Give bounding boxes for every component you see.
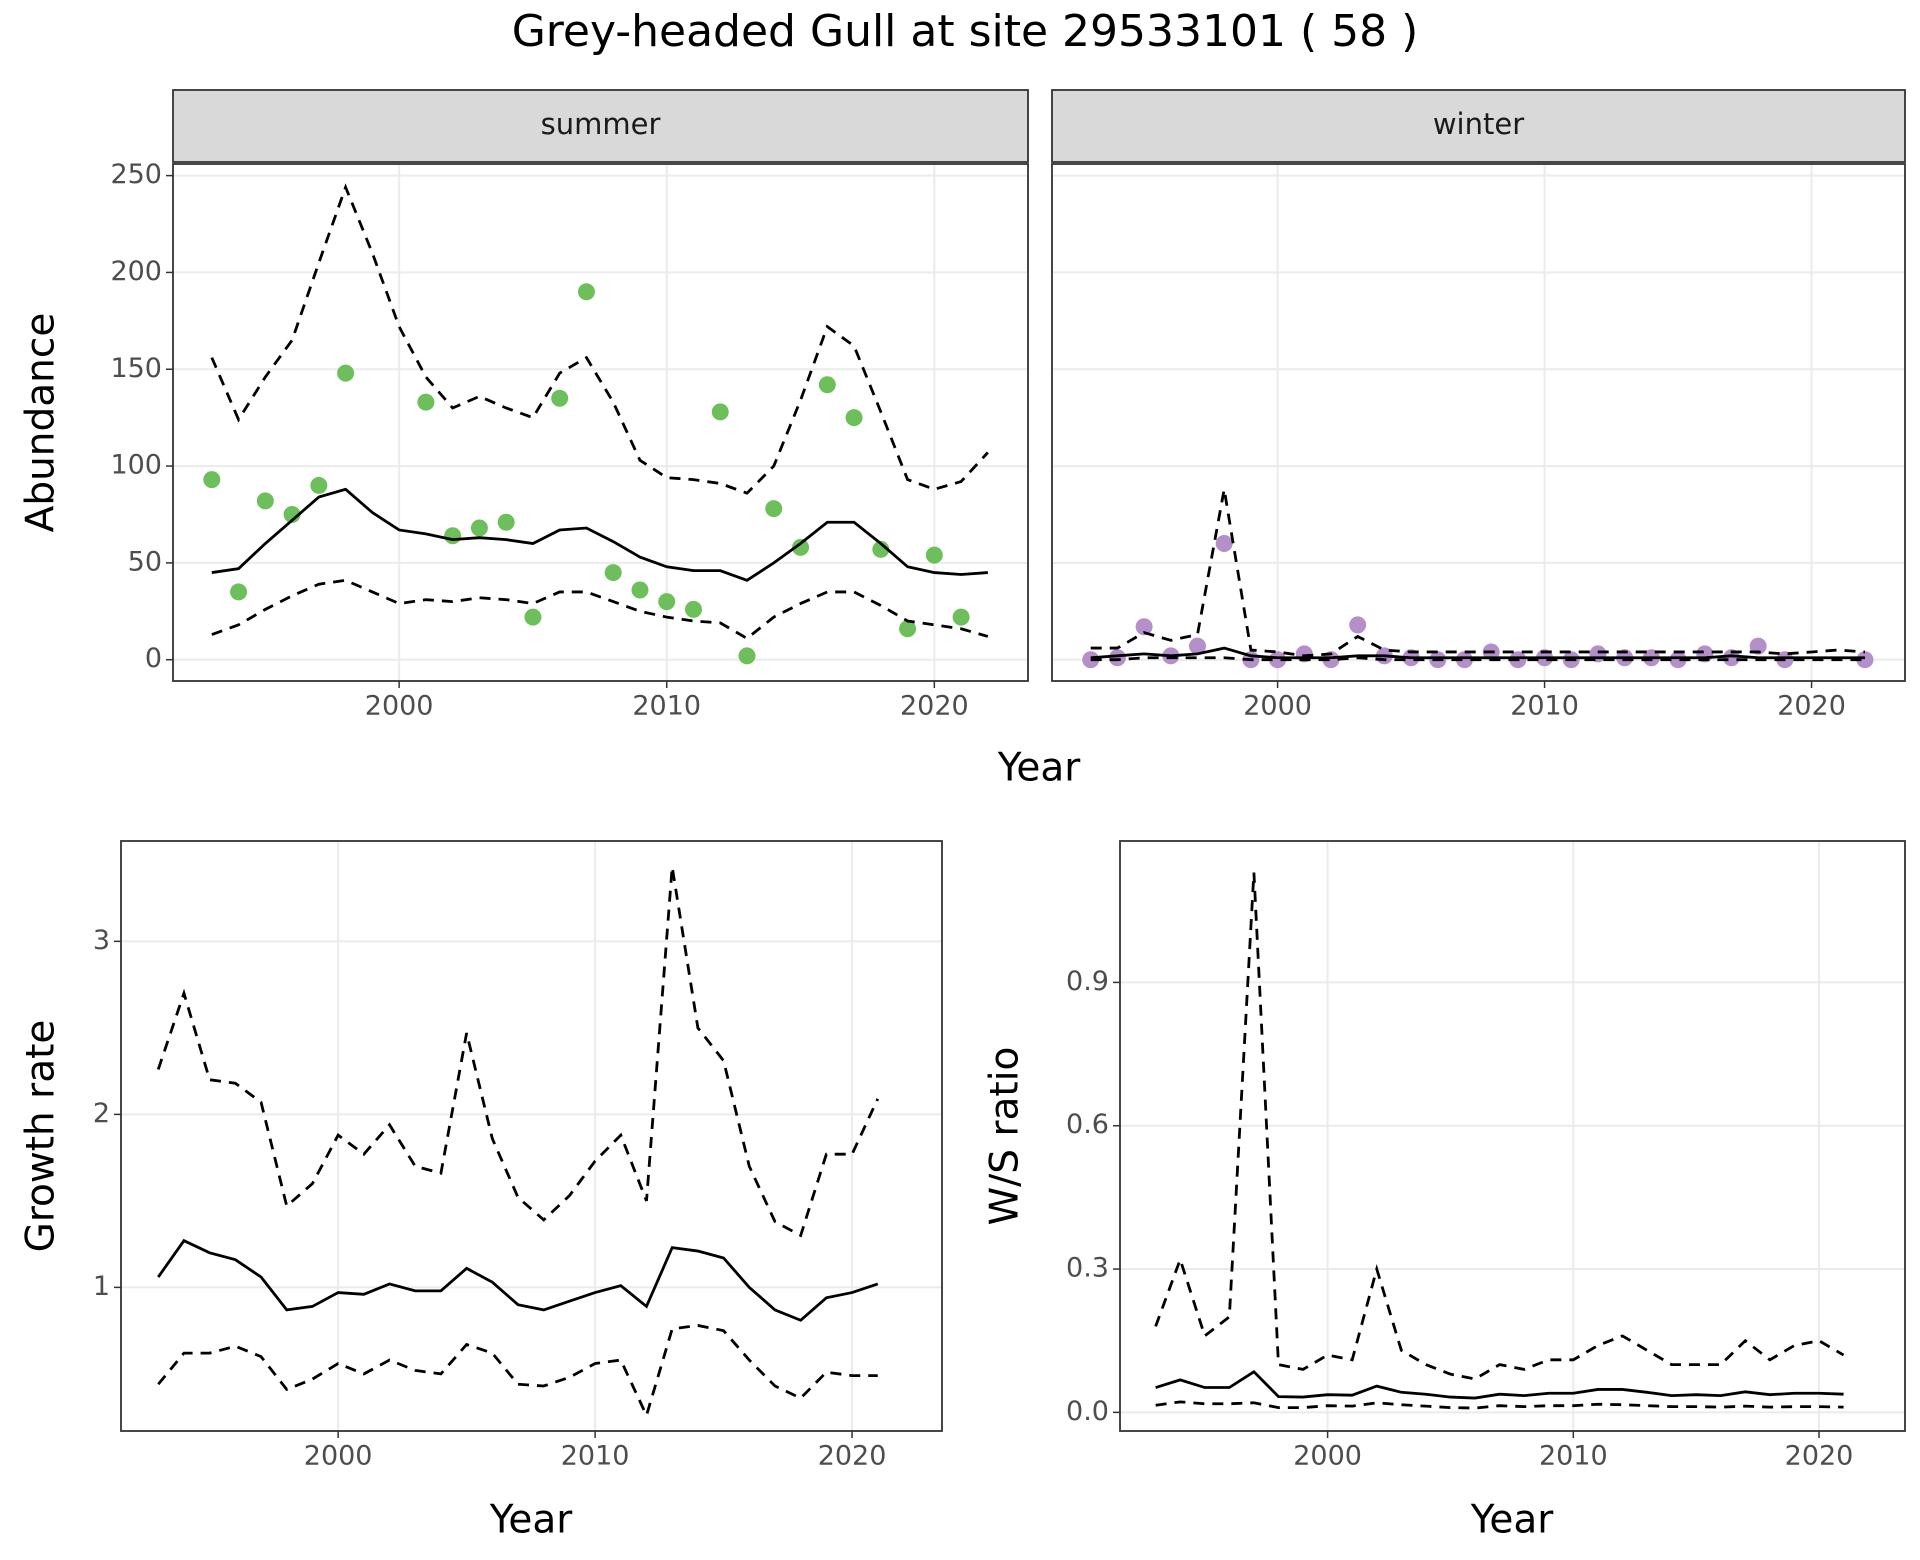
interval-line bbox=[156, 866, 880, 1238]
trend-line bbox=[1155, 1369, 1844, 1400]
interval-line bbox=[1090, 489, 1866, 658]
panel-border bbox=[1119, 840, 1906, 1432]
y-axis-title: Abundance bbox=[19, 313, 64, 533]
strip-label: winter bbox=[1433, 107, 1524, 141]
figure-title: Grey-headed Gull at site 29533101 ( 58 ) bbox=[512, 6, 1419, 57]
panel-background bbox=[1120, 841, 1905, 1431]
interval-line bbox=[211, 578, 989, 641]
data-point bbox=[577, 283, 595, 301]
interval-line bbox=[157, 1324, 878, 1420]
data-point bbox=[765, 500, 783, 518]
x-tick-label: 2020 bbox=[1777, 691, 1846, 722]
interval-line bbox=[1090, 656, 1865, 662]
y-tick-label: 3 bbox=[93, 925, 110, 956]
x-axis-title: Year bbox=[489, 1498, 574, 1543]
x-axis-title: Year bbox=[1470, 1498, 1555, 1543]
data-point bbox=[899, 620, 917, 638]
x-tick-label: 2020 bbox=[1785, 1441, 1854, 1472]
x-axis-title: Year bbox=[997, 746, 1082, 791]
y-tick-label: 200 bbox=[110, 256, 162, 287]
data-point bbox=[497, 513, 515, 531]
data-point bbox=[631, 581, 649, 599]
y-tick-label: 0.0 bbox=[1066, 1396, 1109, 1427]
data-point bbox=[551, 389, 569, 407]
data-point bbox=[1455, 651, 1473, 669]
x-tick-label: 2010 bbox=[1510, 691, 1579, 722]
data-point bbox=[524, 608, 542, 626]
strip-label: summer bbox=[541, 107, 661, 141]
x-tick-label: 2020 bbox=[900, 691, 969, 722]
y-tick-label: 0 bbox=[145, 643, 162, 674]
data-point bbox=[283, 505, 301, 523]
y-axis-title: Growth rate bbox=[19, 1020, 64, 1253]
y-tick-label: 150 bbox=[110, 353, 162, 384]
data-point bbox=[818, 376, 836, 394]
data-point bbox=[872, 540, 890, 558]
data-point bbox=[1215, 535, 1233, 553]
data-point bbox=[684, 600, 702, 618]
data-point bbox=[1669, 651, 1687, 669]
panel-background bbox=[1052, 164, 1905, 681]
data-point bbox=[310, 476, 328, 494]
panel-background bbox=[121, 841, 942, 1431]
data-point bbox=[203, 471, 221, 489]
data-point bbox=[1856, 651, 1874, 669]
data-point bbox=[1269, 651, 1287, 669]
y-axis-title: W/S ratio bbox=[983, 1047, 1028, 1226]
interval-line bbox=[1154, 872, 1845, 1381]
panel-border bbox=[172, 163, 1029, 682]
y-tick-label: 0.9 bbox=[1066, 966, 1109, 997]
data-point bbox=[1349, 616, 1367, 634]
strip bbox=[1051, 89, 1906, 163]
interval-line bbox=[1155, 1400, 1844, 1410]
data-point bbox=[1722, 649, 1740, 667]
x-tick-label: 2000 bbox=[304, 1441, 373, 1472]
data-point bbox=[1189, 637, 1207, 655]
data-point bbox=[230, 583, 248, 601]
y-tick-label: 1 bbox=[93, 1271, 110, 1302]
data-point bbox=[1108, 649, 1126, 667]
data-point bbox=[925, 546, 943, 564]
x-tick-label: 2010 bbox=[632, 691, 701, 722]
panel-background bbox=[173, 164, 1028, 681]
panel-border bbox=[120, 840, 943, 1432]
x-tick-label: 2000 bbox=[1243, 691, 1312, 722]
data-point bbox=[417, 393, 435, 411]
data-point bbox=[845, 409, 863, 427]
y-tick-label: 2 bbox=[93, 1098, 110, 1129]
panel-border bbox=[1051, 163, 1906, 682]
interval-line bbox=[210, 183, 989, 495]
trend-line bbox=[211, 487, 988, 582]
y-tick-label: 50 bbox=[128, 546, 162, 577]
data-point bbox=[1749, 637, 1767, 655]
trend-line bbox=[1090, 646, 1865, 660]
data-point bbox=[604, 564, 622, 582]
y-tick-label: 0.6 bbox=[1066, 1109, 1109, 1140]
y-tick-label: 0.3 bbox=[1066, 1253, 1109, 1284]
data-point bbox=[1135, 618, 1153, 636]
y-tick-label: 100 bbox=[110, 450, 162, 481]
x-tick-label: 2010 bbox=[561, 1441, 630, 1472]
trend-line bbox=[157, 1238, 879, 1322]
data-point bbox=[792, 538, 810, 556]
data-point bbox=[444, 527, 462, 545]
data-point bbox=[711, 403, 729, 421]
y-tick-label: 250 bbox=[110, 159, 162, 190]
x-tick-label: 2000 bbox=[1293, 1441, 1362, 1472]
data-point bbox=[256, 492, 274, 510]
data-point bbox=[470, 519, 488, 537]
strip bbox=[172, 89, 1029, 163]
data-point bbox=[952, 608, 970, 626]
data-point bbox=[738, 647, 756, 665]
x-tick-label: 2000 bbox=[365, 691, 434, 722]
x-tick-label: 2020 bbox=[818, 1441, 887, 1472]
data-point bbox=[337, 364, 355, 382]
data-point bbox=[658, 593, 676, 611]
x-tick-label: 2010 bbox=[1539, 1441, 1608, 1472]
